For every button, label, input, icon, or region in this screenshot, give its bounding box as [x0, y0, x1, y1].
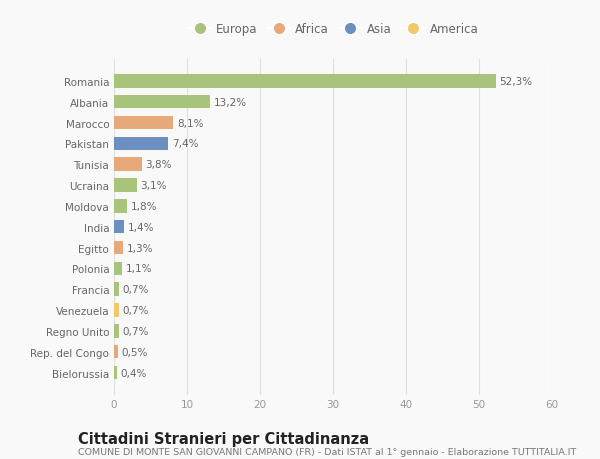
Bar [114, 75, 496, 89]
Text: 3,1%: 3,1% [140, 181, 167, 190]
Bar [114, 303, 119, 317]
Text: 0,7%: 0,7% [123, 305, 149, 315]
Bar [114, 137, 168, 151]
Bar [114, 95, 211, 109]
Legend: Europa, Africa, Asia, America: Europa, Africa, Asia, America [183, 19, 483, 41]
Text: 1,1%: 1,1% [125, 264, 152, 274]
Text: 13,2%: 13,2% [214, 97, 247, 107]
Bar [114, 117, 173, 130]
Bar [114, 262, 122, 275]
Bar [114, 158, 142, 172]
Text: 0,7%: 0,7% [123, 285, 149, 295]
Text: 1,8%: 1,8% [131, 202, 157, 212]
Text: 0,4%: 0,4% [121, 368, 147, 378]
Bar [114, 241, 124, 255]
Text: Cittadini Stranieri per Cittadinanza: Cittadini Stranieri per Cittadinanza [78, 431, 369, 447]
Bar [114, 325, 119, 338]
Text: 7,4%: 7,4% [172, 139, 198, 149]
Bar [114, 366, 117, 380]
Text: 52,3%: 52,3% [499, 77, 533, 87]
Bar [114, 200, 127, 213]
Bar [114, 220, 124, 234]
Bar [114, 179, 137, 192]
Text: COMUNE DI MONTE SAN GIOVANNI CAMPANO (FR) - Dati ISTAT al 1° gennaio - Elaborazi: COMUNE DI MONTE SAN GIOVANNI CAMPANO (FR… [78, 448, 576, 457]
Text: 1,4%: 1,4% [128, 222, 154, 232]
Bar [114, 283, 119, 297]
Text: 3,8%: 3,8% [145, 160, 172, 170]
Text: 0,5%: 0,5% [121, 347, 148, 357]
Bar [114, 345, 118, 359]
Text: 1,3%: 1,3% [127, 243, 154, 253]
Text: 8,1%: 8,1% [177, 118, 203, 128]
Text: 0,7%: 0,7% [123, 326, 149, 336]
